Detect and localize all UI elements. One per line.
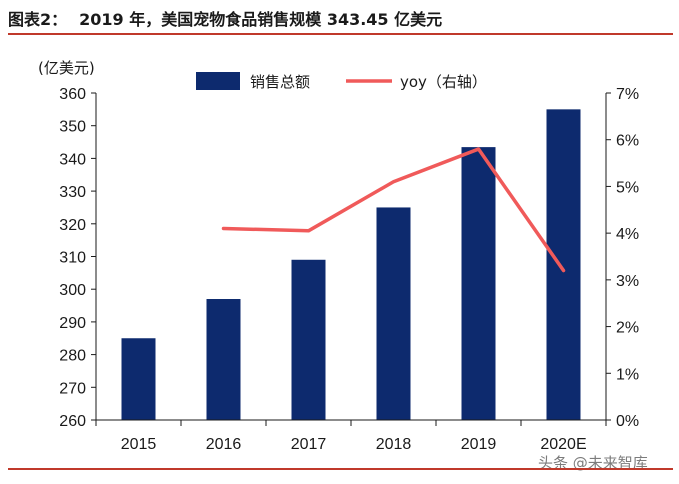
title-divider	[8, 33, 673, 35]
y-left-tick-label: 330	[59, 184, 86, 201]
bar	[546, 109, 581, 420]
y-right-tick-label: 4%	[616, 226, 639, 243]
y-left-tick-label: 340	[59, 151, 86, 168]
y-right-tick-label: 5%	[616, 179, 639, 196]
watermark-text: 头条 @未来智库	[538, 454, 648, 472]
x-tick-label: 2020E	[540, 436, 586, 453]
line-series	[221, 147, 566, 273]
y-right-tick-label: 1%	[616, 366, 639, 383]
y-left-tick-label: 280	[59, 348, 86, 365]
bottom-divider	[8, 468, 673, 470]
x-tick-label: 2019	[461, 436, 497, 453]
y-left-tick-label: 320	[59, 217, 86, 234]
chart-legend: 销售总额 yoy（右轴）	[196, 72, 487, 91]
bar	[461, 147, 496, 420]
x-tick-label: 2015	[121, 436, 157, 453]
x-axis: 2015 2016 2017 2018 2019 2020E	[95, 420, 607, 453]
bar	[206, 299, 241, 420]
figure-title-row: 图表2： 2019 年，美国宠物食品销售规模 343.45 亿美元	[8, 6, 673, 32]
y-axis-right: 0% 1% 2% 3% 4% 5% 6% 7%	[606, 86, 639, 430]
y-axis-left: 260 270 280 290 300 310 320 330 340 350 360	[59, 86, 96, 430]
y-axis-unit-label: (亿美元)	[38, 59, 95, 77]
x-tick-label: 2017	[291, 436, 327, 453]
y-left-tick-label: 350	[59, 119, 86, 136]
figure-label: 图表2：	[8, 10, 68, 29]
y-right-tick-label: 2%	[616, 320, 639, 337]
y-right-tick-label: 6%	[616, 133, 639, 150]
y-left-tick-label: 260	[59, 413, 86, 430]
legend-bar-swatch	[196, 72, 240, 90]
y-left-tick-label: 290	[59, 315, 86, 332]
y-right-tick-label: 7%	[616, 86, 639, 103]
y-left-tick-label: 300	[59, 282, 86, 299]
y-right-tick-label: 3%	[616, 273, 639, 290]
legend-line-label: yoy（右轴）	[400, 73, 487, 91]
x-tick-label: 2016	[206, 436, 242, 453]
y-left-tick-label: 270	[59, 380, 86, 397]
bar	[376, 207, 411, 420]
y-left-tick-label: 360	[59, 86, 86, 103]
figure-title: 2019 年，美国宠物食品销售规模 343.45 亿美元	[79, 10, 443, 29]
y-right-tick-label: 0%	[616, 413, 639, 430]
bar	[121, 338, 156, 420]
x-tick-label: 2018	[376, 436, 412, 453]
axes-lines	[95, 93, 607, 421]
bar	[291, 259, 326, 420]
legend-bar-label: 销售总额	[250, 73, 310, 91]
y-left-tick-label: 310	[59, 250, 86, 267]
bar-series	[121, 109, 581, 420]
